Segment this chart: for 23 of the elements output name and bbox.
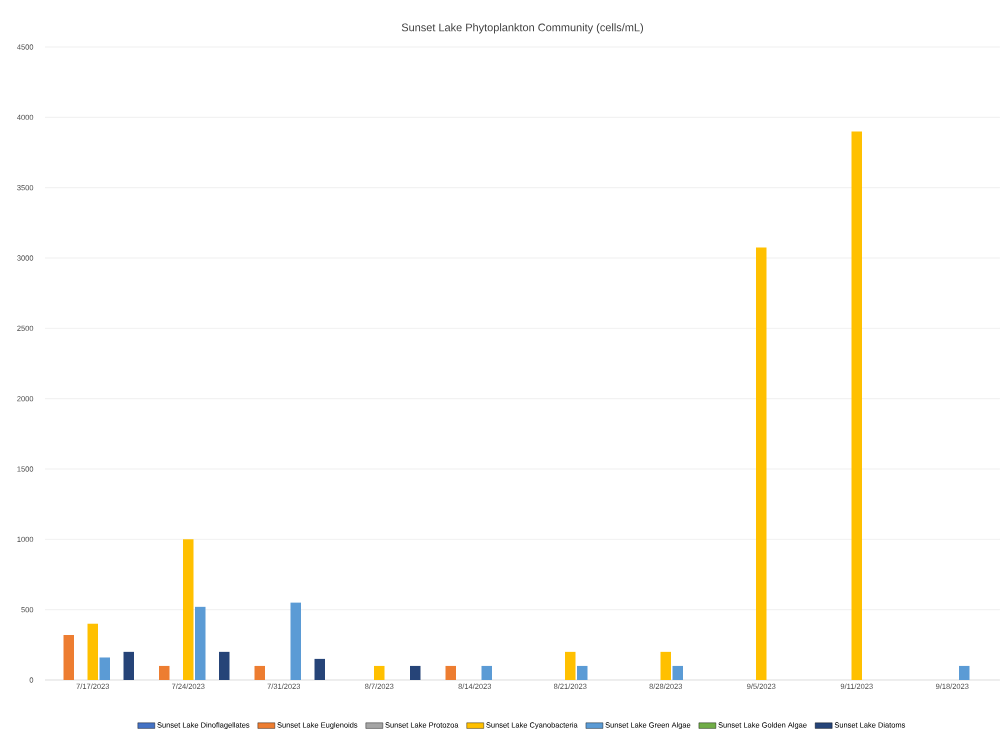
bar (756, 247, 767, 680)
bar (410, 665, 421, 680)
bar (565, 651, 576, 680)
bar (445, 665, 456, 680)
bar (159, 665, 170, 680)
bar (183, 539, 194, 680)
bar (123, 651, 135, 680)
bar (195, 606, 206, 680)
bar (87, 623, 99, 680)
bar (959, 665, 970, 680)
bar (99, 657, 111, 680)
bar (851, 131, 862, 680)
bar (254, 665, 265, 680)
bar (672, 665, 683, 680)
bar (481, 665, 492, 680)
bar (314, 658, 326, 680)
bar (219, 651, 230, 680)
chart-title: Sunset Lake Phytoplankton Community (cells/mL) (401, 23, 643, 34)
bar (374, 665, 385, 680)
bar (63, 634, 75, 680)
bar (660, 651, 671, 680)
bar (290, 602, 302, 680)
bar (577, 665, 588, 680)
